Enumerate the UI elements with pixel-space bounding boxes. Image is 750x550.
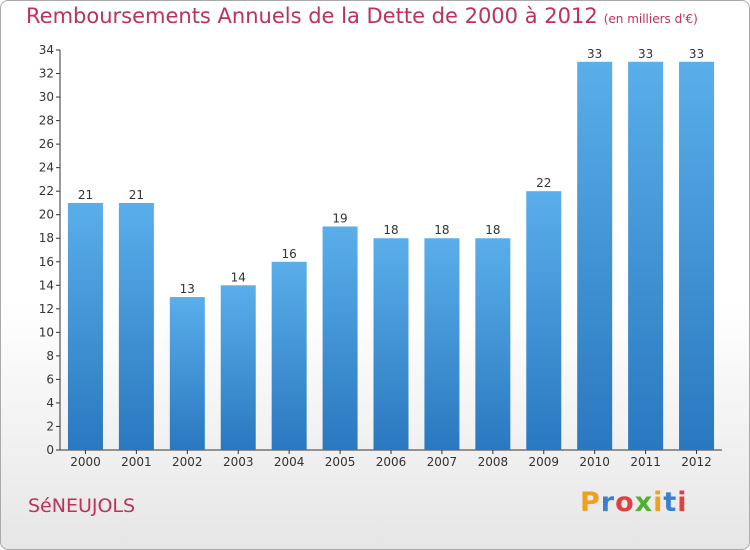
chart-subtitle: (en milliers d'€) (603, 12, 698, 26)
x-tick-label: 2006 (376, 455, 407, 469)
logo-letter: t (663, 487, 678, 518)
y-tick-label: 14 (39, 278, 54, 292)
bar (577, 61, 613, 450)
x-tick-label: 2004 (274, 455, 305, 469)
y-tick-label: 10 (39, 325, 54, 339)
x-tick-label: 2009 (528, 455, 559, 469)
bar-data-label: 33 (689, 47, 704, 61)
bar-data-label: 18 (383, 223, 398, 237)
x-tick-label: 2007 (427, 455, 458, 469)
bar (526, 191, 562, 451)
x-tick-label: 2005 (325, 455, 356, 469)
x-tick-label: 2012 (681, 455, 712, 469)
bar (628, 61, 664, 450)
y-tick-label: 12 (39, 302, 54, 316)
title-text: Remboursements Annuels de la Dette de 20… (26, 4, 598, 28)
bar (67, 202, 103, 450)
bar-data-label: 21 (78, 188, 93, 202)
logo-letter: x (634, 487, 654, 518)
bar-data-label: 22 (536, 176, 551, 190)
y-tick-label: 34 (39, 43, 54, 57)
y-tick-label: 26 (39, 137, 54, 151)
bar (118, 202, 154, 450)
bar (475, 238, 511, 450)
logo-letter: i (653, 487, 664, 518)
bar-data-label: 33 (638, 47, 653, 61)
logo-letter: r (600, 487, 616, 518)
bar (220, 285, 256, 450)
x-tick-label: 2011 (630, 455, 661, 469)
logo-letter: i (677, 487, 688, 518)
y-tick-label: 30 (39, 90, 54, 104)
bar (169, 297, 205, 450)
bar-data-label: 33 (587, 47, 602, 61)
x-tick-label: 2003 (223, 455, 254, 469)
bar-data-label: 19 (332, 211, 347, 225)
x-tick-label: 2000 (70, 455, 101, 469)
x-tick-label: 2002 (172, 455, 203, 469)
y-tick-label: 24 (39, 161, 54, 175)
logo-letter: P (580, 487, 601, 518)
y-tick-label: 2 (46, 419, 54, 433)
bar-data-label: 21 (129, 188, 144, 202)
y-tick-label: 18 (39, 231, 54, 245)
bar-data-label: 16 (282, 247, 297, 261)
bars-group: 21 21 13 14 16 19 18 18 18 22 33 33 33 (67, 47, 715, 451)
y-tick-label: 32 (39, 67, 54, 81)
bar-data-label: 18 (434, 223, 449, 237)
chart-title: Remboursements Annuels de la Dette de 20… (26, 4, 698, 28)
bar-data-label: 14 (231, 270, 246, 284)
logo-letter: o (615, 487, 635, 518)
x-tick-label: 2010 (579, 455, 610, 469)
y-tick-label: 16 (39, 255, 54, 269)
bar (373, 238, 409, 450)
bar-data-label: 13 (180, 282, 195, 296)
y-tick-label: 22 (39, 184, 54, 198)
y-tick-label: 0 (46, 443, 54, 457)
bar (424, 238, 460, 450)
bar (322, 226, 358, 450)
bar (271, 261, 307, 450)
x-tick-label: 2008 (478, 455, 509, 469)
y-tick-label: 28 (39, 114, 54, 128)
x-tick-label: 2001 (121, 455, 152, 469)
bar-data-label: 18 (485, 223, 500, 237)
y-tick-label: 6 (46, 372, 54, 386)
y-tick-label: 20 (39, 208, 54, 222)
bar (679, 61, 715, 450)
y-tick-label: 4 (46, 396, 54, 410)
y-tick-label: 8 (46, 349, 54, 363)
commune-name: SéNEUJOLS (28, 495, 136, 517)
proxiti-logo: Proxiti (580, 487, 688, 518)
